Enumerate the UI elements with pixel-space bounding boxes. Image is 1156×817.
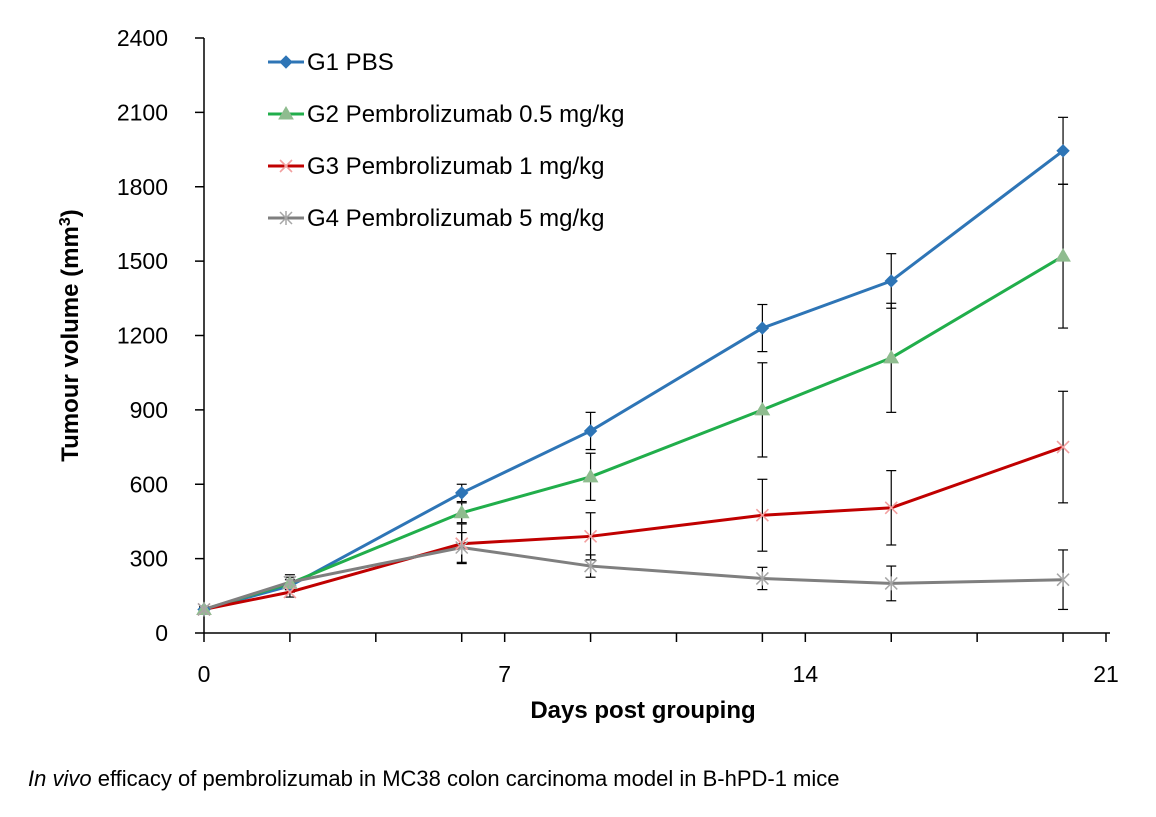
data-point-g3 — [584, 529, 598, 543]
data-point-g1 — [1056, 144, 1070, 158]
x-axis-title: Days post grouping — [530, 697, 755, 724]
x-tick-label: 7 — [498, 661, 511, 687]
data-point-g4 — [455, 540, 469, 555]
legend: G1 PBS G2 Pembrolizumab 0.5 mg/kg G3 Pembr… — [268, 49, 624, 232]
data-point-g4 — [884, 576, 898, 591]
data-point-g2 — [582, 468, 599, 483]
legend-label: G4 Pembrolizumab 5 mg/kg — [307, 205, 604, 232]
legend-marker — [279, 211, 293, 225]
data-point-g4 — [283, 575, 297, 590]
data-point-g3 — [283, 585, 297, 599]
data-point-g2 — [883, 349, 900, 364]
y-tick-label: 600 — [130, 471, 168, 497]
legend-marker — [279, 55, 293, 69]
legend-marker — [278, 106, 294, 120]
data-point-g2 — [453, 504, 470, 519]
y-tick-label: 2400 — [117, 25, 168, 51]
data-point-g2 — [1055, 248, 1071, 262]
x-tick-label: 0 — [198, 661, 211, 687]
y-tick-label: 2100 — [117, 99, 168, 125]
y-tick-label: 0 — [155, 620, 168, 646]
data-point-g4 — [584, 559, 598, 574]
series-line-g3 — [203, 445, 1064, 611]
series-markers — [196, 144, 1071, 617]
series-line-g2 — [203, 254, 1064, 611]
y-axis-title-close: ) — [57, 209, 84, 217]
axes: 0 300 600 900 1200 1500 1800 2100 2400 0 7 14 21 Days… — [57, 25, 1119, 724]
y-axis-title: Tumour volume (mm3) — [57, 209, 85, 461]
legend-label: G1 PBS — [307, 49, 394, 76]
caption-italic: In vivo — [28, 766, 92, 791]
error-bars — [199, 116, 1069, 613]
data-point-g1 — [455, 486, 469, 500]
legend-label: G2 Pembrolizumab 0.5 mg/kg — [307, 101, 624, 128]
y-tick-label: 1500 — [117, 248, 168, 274]
y-tick-label: 1200 — [117, 323, 168, 349]
y-axis-title-superscript: 3 — [57, 217, 74, 226]
tumour-volume-chart: 0 300 600 900 1200 1500 1800 2100 2400 0 7 14 21 Days… — [57, 25, 1119, 724]
data-point-g2 — [754, 401, 771, 416]
legend-label: G3 Pembrolizumab 1 mg/kg — [307, 153, 604, 180]
y-tick-label: 1800 — [117, 174, 168, 200]
y-tick-label: 300 — [130, 546, 168, 572]
data-point-g3 — [884, 501, 898, 515]
data-point-g4 — [197, 602, 211, 617]
data-point-g4 — [1056, 572, 1070, 587]
y-axis-title-main: Tumour volume (mm — [57, 226, 84, 462]
y-tick-label: 900 — [130, 397, 168, 423]
figure-caption: In vivo efficacy of pembrolizumab in MC3… — [28, 766, 840, 792]
data-point-g3 — [755, 508, 769, 522]
x-tick-label: 14 — [793, 661, 819, 687]
data-point-g3 — [1056, 440, 1070, 454]
x-tick-label: 21 — [1093, 661, 1119, 687]
data-point-g1 — [583, 424, 598, 438]
legend-marker — [279, 159, 293, 173]
caption-text: efficacy of pembrolizumab in MC38 colon … — [91, 766, 840, 791]
data-point-g4 — [755, 571, 769, 586]
data-point-g1 — [884, 274, 898, 288]
data-point-g1 — [755, 321, 770, 335]
